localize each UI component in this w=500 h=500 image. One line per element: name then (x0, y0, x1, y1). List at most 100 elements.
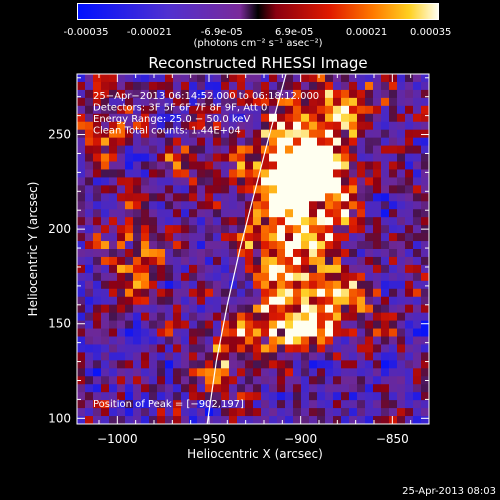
heatmap-cell (317, 81, 326, 91)
heatmap-cell (397, 392, 406, 401)
heatmap-cell (197, 328, 206, 338)
heatmap-cell (397, 89, 406, 99)
heatmap-cell (373, 280, 382, 290)
heatmap-cell (357, 97, 366, 107)
y-axis-label: Heliocentric Y (arcsec) (26, 182, 40, 317)
heatmap-cell (93, 121, 102, 131)
heatmap-cell (277, 121, 286, 131)
heatmap-cell (149, 392, 158, 401)
heatmap-cell (237, 161, 246, 171)
heatmap-cell (333, 81, 342, 91)
heatmap-cell (357, 296, 366, 306)
heatmap-cell (317, 312, 326, 322)
heatmap-cell (261, 153, 270, 163)
heatmap-cell (277, 368, 286, 377)
heatmap-cell (269, 121, 278, 131)
heatmap-cell (261, 384, 270, 393)
heatmap-cell (253, 296, 262, 306)
heatmap-cell (293, 153, 302, 163)
heatmap-cell (357, 368, 366, 377)
heatmap-cell (381, 217, 390, 226)
heatmap-cell (333, 241, 342, 250)
heatmap-cell (173, 352, 182, 361)
heatmap-cell (213, 169, 222, 178)
heatmap-cell (213, 137, 222, 147)
heatmap-cell (125, 89, 134, 99)
heatmap-cell (197, 74, 206, 83)
heatmap-cell (101, 328, 110, 338)
heatmap-cell (309, 89, 318, 99)
heatmap-cell (109, 89, 118, 99)
heatmap-cell (373, 105, 382, 115)
heatmap-cell (189, 129, 198, 139)
heatmap-cell (301, 121, 310, 131)
heatmap-cell (301, 392, 310, 401)
heatmap-cell (181, 225, 190, 234)
heatmap-cell (245, 272, 254, 282)
heatmap-cell (165, 81, 174, 91)
heatmap-cell (317, 272, 326, 282)
heatmap-cell (93, 376, 102, 385)
heatmap-cell (205, 81, 214, 91)
heatmap-cell (101, 89, 110, 99)
heatmap-cell (389, 113, 398, 123)
heatmap-cell (317, 233, 326, 242)
heatmap-cell (109, 304, 118, 314)
heatmap-cell (381, 121, 390, 131)
heatmap-cell (325, 209, 334, 218)
heatmap-cell (141, 272, 150, 282)
heatmap-cell (245, 344, 254, 353)
heatmap-cell (181, 161, 190, 171)
heatmap-cell (317, 360, 326, 369)
heatmap-cell (325, 352, 334, 361)
heatmap-cell (213, 74, 222, 83)
heatmap-cell (381, 304, 390, 314)
heatmap-cell (181, 288, 190, 298)
heatmap-cell (181, 209, 190, 218)
heatmap-cell (421, 328, 429, 338)
heatmap-cell (357, 304, 366, 314)
heatmap-cell (109, 169, 118, 178)
heatmap-cell (85, 256, 94, 266)
heatmap-cell (229, 113, 238, 123)
heatmap-cell (221, 376, 230, 385)
heatmap-cell (293, 193, 302, 202)
heatmap-cell (325, 225, 334, 234)
heatmap-cell (237, 74, 246, 83)
heatmap-cell (101, 360, 110, 369)
heatmap-cell (253, 264, 262, 274)
x-tick-label: −900 (284, 432, 317, 446)
heatmap-cell (421, 201, 429, 210)
heatmap-cell (365, 177, 374, 186)
colorbar-tick-label: 6.9e-05 (274, 27, 314, 38)
heatmap-cell (221, 344, 230, 353)
heatmap-cell (397, 193, 406, 202)
heatmap-cell (245, 74, 254, 83)
heatmap-cell (221, 201, 230, 210)
heatmap-cell (301, 272, 310, 282)
heatmap-cell (381, 296, 390, 306)
heatmap-cell (221, 296, 230, 306)
heatmap-cell (109, 272, 118, 282)
heatmap-cell (133, 416, 142, 424)
heatmap-cell (381, 145, 390, 155)
heatmap-cell (221, 145, 230, 155)
heatmap-cell (397, 81, 406, 91)
heatmap-cell (389, 89, 398, 99)
heatmap-cell (413, 296, 422, 306)
heatmap-cell (245, 400, 254, 409)
heatmap-cell (173, 74, 182, 83)
heatmap-cell (317, 376, 326, 385)
heatmap-cell (237, 328, 246, 338)
y-tick-label: 250 (48, 128, 71, 142)
heatmap-cell (325, 193, 334, 202)
heatmap-cell (389, 217, 398, 226)
heatmap-cell (333, 392, 342, 401)
heatmap-cell (197, 376, 206, 385)
heatmap-cell (277, 408, 286, 417)
heatmap-cell (181, 368, 190, 377)
heatmap-cell (229, 384, 238, 393)
heatmap-cell (245, 320, 254, 330)
heatmap-cell (421, 161, 429, 171)
heatmap-cell (365, 392, 374, 401)
